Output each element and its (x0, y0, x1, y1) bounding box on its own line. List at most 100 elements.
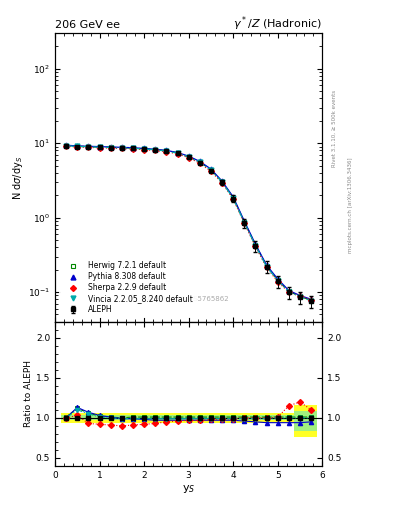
Text: 206 GeV ee: 206 GeV ee (55, 20, 120, 30)
Herwig 7.2.1 default (242, 219, 247, 225)
Vincia 2.2.05_8.240 default (175, 150, 180, 156)
Vincia 2.2.05_8.240 default (286, 289, 291, 295)
Sherpa 2.2.9 default (75, 144, 80, 150)
Sherpa 2.2.9 default (108, 145, 113, 151)
Pythia 8.308 default (231, 194, 235, 200)
Y-axis label: Ratio to ALEPH: Ratio to ALEPH (24, 360, 33, 428)
Line: Pythia 8.308 default: Pythia 8.308 default (64, 143, 314, 302)
Sherpa 2.2.9 default (209, 168, 213, 175)
Sherpa 2.2.9 default (286, 289, 291, 295)
Pythia 8.308 default (142, 145, 147, 152)
Herwig 7.2.1 default (153, 146, 158, 153)
Pythia 8.308 default (220, 178, 224, 184)
Pythia 8.308 default (197, 158, 202, 164)
Herwig 7.2.1 default (298, 293, 302, 300)
Herwig 7.2.1 default (209, 167, 213, 173)
Pythia 8.308 default (119, 144, 124, 151)
Y-axis label: N d$\sigma$/dy$_S$: N d$\sigma$/dy$_S$ (11, 156, 25, 200)
Herwig 7.2.1 default (119, 145, 124, 151)
Sherpa 2.2.9 default (142, 146, 147, 153)
Herwig 7.2.1 default (130, 145, 135, 151)
Herwig 7.2.1 default (86, 143, 91, 150)
Sherpa 2.2.9 default (130, 146, 135, 152)
Line: Herwig 7.2.1 default: Herwig 7.2.1 default (64, 143, 314, 303)
Pythia 8.308 default (108, 144, 113, 150)
Pythia 8.308 default (86, 143, 91, 150)
Vincia 2.2.05_8.240 default (108, 144, 113, 151)
Sherpa 2.2.9 default (86, 144, 91, 151)
Sherpa 2.2.9 default (97, 145, 102, 151)
Vincia 2.2.05_8.240 default (298, 293, 302, 300)
Sherpa 2.2.9 default (153, 147, 158, 154)
Pythia 8.308 default (286, 287, 291, 293)
Pythia 8.308 default (186, 153, 191, 159)
Vincia 2.2.05_8.240 default (264, 264, 269, 270)
Sherpa 2.2.9 default (220, 180, 224, 186)
Text: mcplots.cern.ch [arXiv:1306.3436]: mcplots.cern.ch [arXiv:1306.3436] (348, 157, 353, 252)
Sherpa 2.2.9 default (264, 264, 269, 270)
Pythia 8.308 default (253, 241, 258, 247)
Line: Vincia 2.2.05_8.240 default: Vincia 2.2.05_8.240 default (64, 143, 314, 304)
Herwig 7.2.1 default (142, 146, 147, 152)
Sherpa 2.2.9 default (231, 196, 235, 202)
Pythia 8.308 default (209, 166, 213, 172)
Vincia 2.2.05_8.240 default (197, 159, 202, 165)
Vincia 2.2.05_8.240 default (142, 146, 147, 152)
Text: ALEPH_2004_S5765862: ALEPH_2004_S5765862 (147, 295, 230, 302)
X-axis label: y$_S$: y$_S$ (182, 482, 195, 495)
Herwig 7.2.1 default (231, 195, 235, 201)
Pythia 8.308 default (275, 276, 280, 282)
Sherpa 2.2.9 default (64, 143, 68, 150)
Pythia 8.308 default (164, 147, 169, 154)
Sherpa 2.2.9 default (253, 243, 258, 249)
Vincia 2.2.05_8.240 default (209, 167, 213, 173)
Sherpa 2.2.9 default (298, 293, 302, 300)
Vincia 2.2.05_8.240 default (97, 144, 102, 150)
Herwig 7.2.1 default (286, 288, 291, 294)
Herwig 7.2.1 default (309, 297, 314, 304)
Herwig 7.2.1 default (108, 144, 113, 151)
Legend: Herwig 7.2.1 default, Pythia 8.308 default, Sherpa 2.2.9 default, Vincia 2.2.05_: Herwig 7.2.1 default, Pythia 8.308 defau… (59, 258, 196, 318)
Sherpa 2.2.9 default (242, 220, 247, 226)
Vincia 2.2.05_8.240 default (75, 143, 80, 150)
Vincia 2.2.05_8.240 default (242, 220, 247, 226)
Herwig 7.2.1 default (164, 148, 169, 154)
Herwig 7.2.1 default (197, 159, 202, 165)
Sherpa 2.2.9 default (275, 279, 280, 285)
Herwig 7.2.1 default (264, 263, 269, 269)
Vincia 2.2.05_8.240 default (220, 179, 224, 185)
Sherpa 2.2.9 default (119, 145, 124, 152)
Pythia 8.308 default (97, 143, 102, 150)
Pythia 8.308 default (175, 150, 180, 156)
Vincia 2.2.05_8.240 default (275, 278, 280, 284)
Vincia 2.2.05_8.240 default (153, 147, 158, 153)
Vincia 2.2.05_8.240 default (186, 154, 191, 160)
Vincia 2.2.05_8.240 default (130, 145, 135, 152)
Herwig 7.2.1 default (220, 179, 224, 185)
Sherpa 2.2.9 default (175, 151, 180, 157)
Pythia 8.308 default (298, 292, 302, 298)
Sherpa 2.2.9 default (197, 160, 202, 166)
Vincia 2.2.05_8.240 default (164, 148, 169, 154)
Pythia 8.308 default (264, 262, 269, 268)
Herwig 7.2.1 default (186, 154, 191, 160)
Vincia 2.2.05_8.240 default (309, 298, 314, 304)
Sherpa 2.2.9 default (309, 297, 314, 303)
Vincia 2.2.05_8.240 default (253, 243, 258, 249)
Herwig 7.2.1 default (253, 242, 258, 248)
Herwig 7.2.1 default (64, 142, 68, 148)
Vincia 2.2.05_8.240 default (64, 143, 68, 149)
Pythia 8.308 default (130, 145, 135, 151)
Vincia 2.2.05_8.240 default (86, 144, 91, 150)
Pythia 8.308 default (64, 142, 68, 148)
Herwig 7.2.1 default (75, 143, 80, 150)
Herwig 7.2.1 default (275, 277, 280, 283)
Sherpa 2.2.9 default (186, 155, 191, 161)
Pythia 8.308 default (75, 143, 80, 149)
Pythia 8.308 default (309, 296, 314, 303)
Vincia 2.2.05_8.240 default (231, 195, 235, 201)
Text: Rivet 3.1.10, ≥ 500k events: Rivet 3.1.10, ≥ 500k events (332, 90, 337, 166)
Pythia 8.308 default (242, 218, 247, 224)
Pythia 8.308 default (153, 146, 158, 152)
Text: $\gamma^*/Z$ (Hadronic): $\gamma^*/Z$ (Hadronic) (233, 15, 322, 33)
